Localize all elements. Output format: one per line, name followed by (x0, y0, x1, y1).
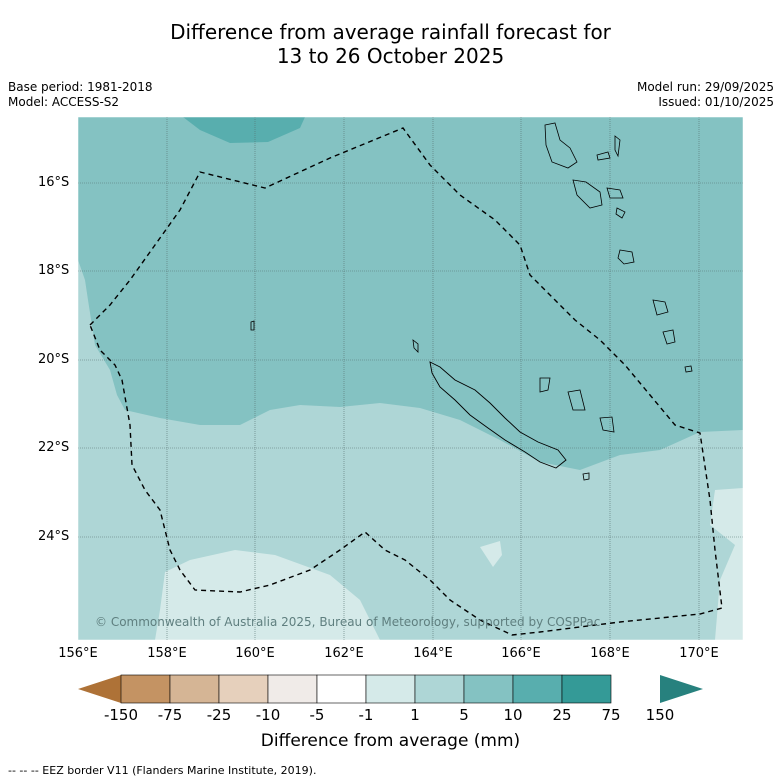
graticule (78, 117, 743, 640)
copyright-notice: © Commonwealth of Australia 2025, Bureau… (95, 615, 601, 629)
base-period-label: Base period: 1981-2018 (8, 80, 153, 94)
meta-left: Base period: 1981-2018 Model: ACCESS-S2 (8, 80, 153, 110)
colorbar-label: -25 (206, 706, 232, 724)
colorbar-title: Difference from average (mm) (260, 731, 521, 751)
rain-band-10-25 (78, 117, 743, 470)
colorbar (78, 674, 703, 704)
chart-title: Difference from average rainfall forecas… (0, 20, 781, 68)
colorbar-label: 150 (645, 706, 675, 724)
colorbar-label: -5 (309, 706, 325, 724)
colorbar-cell (169, 674, 220, 704)
lat-label-18s: 18°S (38, 263, 70, 278)
footer-note: -- -- -- EEZ border V11 (Flanders Marine… (8, 764, 317, 777)
title-line-1: Difference from average rainfall forecas… (170, 20, 611, 44)
colorbar-label: -75 (157, 706, 183, 724)
isle-of-pines (582, 472, 590, 481)
loyalty-island-3 (599, 416, 615, 433)
lat-label-16s: 16°S (38, 175, 70, 190)
model-run-label: Model run: 29/09/2025 (636, 80, 774, 94)
vanuatu-pentecost (614, 135, 621, 158)
vanuatu-tanna (662, 329, 676, 345)
colorbar-label: -150 (103, 706, 139, 724)
rain-band-1-5-patch (480, 541, 502, 567)
lon-label-170e: 170°E (679, 646, 719, 661)
colorbar-cell (120, 674, 171, 704)
lon-label-160e: 160°E (235, 646, 275, 661)
vanuatu-epi (606, 187, 624, 199)
rain-band-1-5-east (710, 488, 743, 640)
new-caledonia-island (429, 361, 567, 469)
lon-label-166e: 166°E (501, 646, 541, 661)
vanuatu-erromango (652, 299, 669, 316)
islet-1 (412, 339, 419, 353)
colorbar-cell (365, 674, 416, 704)
lat-label-24s: 24°S (38, 529, 70, 544)
islet-2 (684, 365, 693, 373)
lon-label-156e: 156°E (58, 646, 98, 661)
colorbar-cell (267, 674, 318, 704)
model-label: Model: ACCESS-S2 (8, 95, 120, 109)
loyalty-island-2 (567, 389, 586, 411)
colorbar-cell (218, 674, 269, 704)
colorbar-cell (463, 674, 514, 704)
issued-label: Issued: 01/10/2025 (658, 95, 774, 109)
rain-band-1-5-south (155, 550, 380, 640)
colorbar-label: 75 (601, 706, 621, 724)
colorbar-label: 5 (459, 706, 469, 724)
loyalty-island-1 (539, 377, 551, 393)
colorbar-label: 1 (410, 706, 420, 724)
colorbar-cell (561, 674, 612, 704)
colorbar-cell (316, 674, 367, 704)
colorbar-label: 25 (552, 706, 572, 724)
colorbar-arrow-left (78, 675, 121, 703)
vanuatu-efate (617, 249, 635, 265)
vanuatu-maewo (596, 151, 611, 161)
colorbar-cell (414, 674, 465, 704)
lon-label-158e: 158°E (147, 646, 187, 661)
vanuatu-shepherd (615, 207, 626, 219)
islet-3 (250, 320, 255, 331)
vanuatu-malakula (572, 179, 603, 209)
lon-label-162e: 162°E (324, 646, 364, 661)
meta-right: Model run: 29/09/2025 Issued: 01/10/2025 (637, 80, 774, 110)
colorbar-arrow-right (660, 675, 703, 703)
lat-label-22s: 22°S (38, 440, 70, 455)
lon-label-168e: 168°E (590, 646, 630, 661)
map-frame (77, 116, 744, 641)
colorbar-label: 10 (503, 706, 523, 724)
lon-label-164e: 164°E (413, 646, 453, 661)
vanuatu-santo (544, 122, 578, 169)
lat-label-20s: 20°S (38, 352, 70, 367)
colorbar-label: -1 (358, 706, 374, 724)
colorbar-cell (512, 674, 563, 704)
colorbar-label: -10 (255, 706, 281, 724)
rain-band-25-75 (183, 117, 305, 143)
map-area (78, 117, 743, 640)
title-line-2: 13 to 26 October 2025 (276, 44, 505, 68)
